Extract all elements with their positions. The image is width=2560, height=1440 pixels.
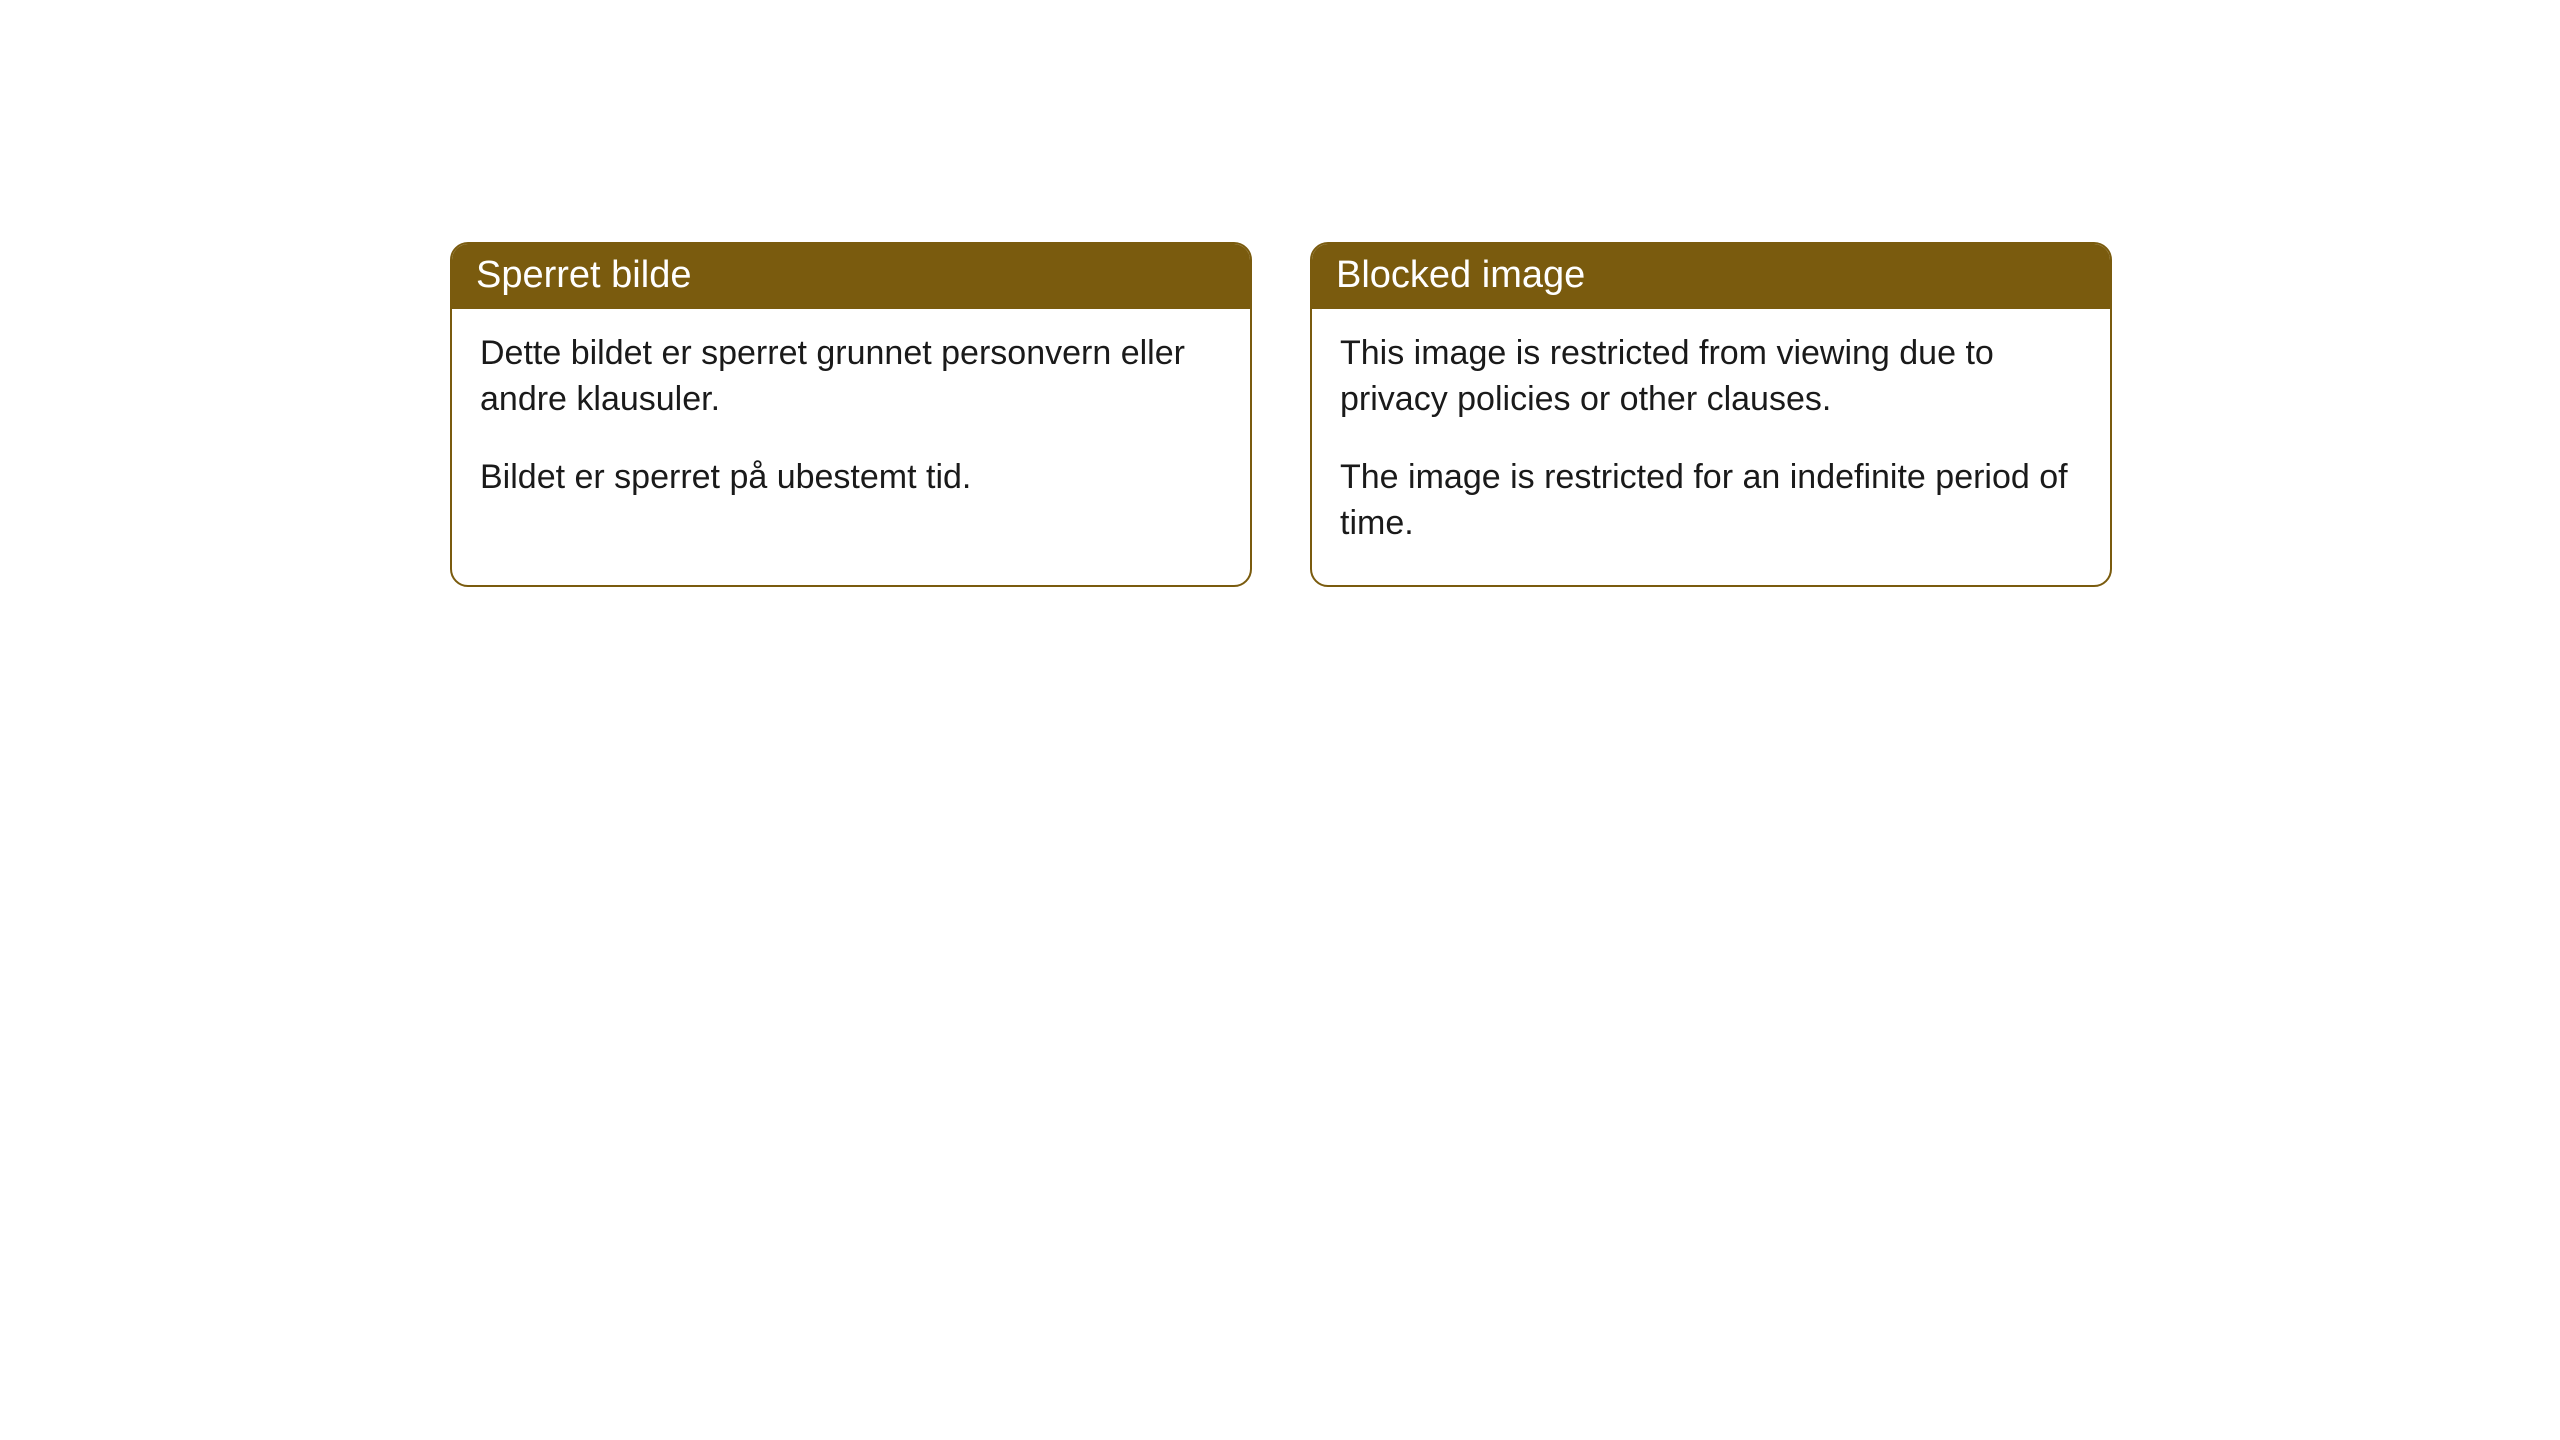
card-paragraph: Bildet er sperret på ubestemt tid. <box>480 455 1222 501</box>
card-header: Blocked image <box>1312 244 2110 309</box>
card-title: Sperret bilde <box>476 254 691 296</box>
card-body: This image is restricted from viewing du… <box>1312 309 2110 585</box>
card-header: Sperret bilde <box>452 244 1250 309</box>
card-paragraph: Dette bildet er sperret grunnet personve… <box>480 331 1222 423</box>
notice-card-norwegian: Sperret bilde Dette bildet er sperret gr… <box>450 242 1252 587</box>
card-paragraph: This image is restricted from viewing du… <box>1340 331 2082 423</box>
card-title: Blocked image <box>1336 254 1585 296</box>
card-paragraph: The image is restricted for an indefinit… <box>1340 455 2082 547</box>
card-body: Dette bildet er sperret grunnet personve… <box>452 309 1250 539</box>
notice-cards-row: Sperret bilde Dette bildet er sperret gr… <box>450 242 2560 587</box>
notice-card-english: Blocked image This image is restricted f… <box>1310 242 2112 587</box>
